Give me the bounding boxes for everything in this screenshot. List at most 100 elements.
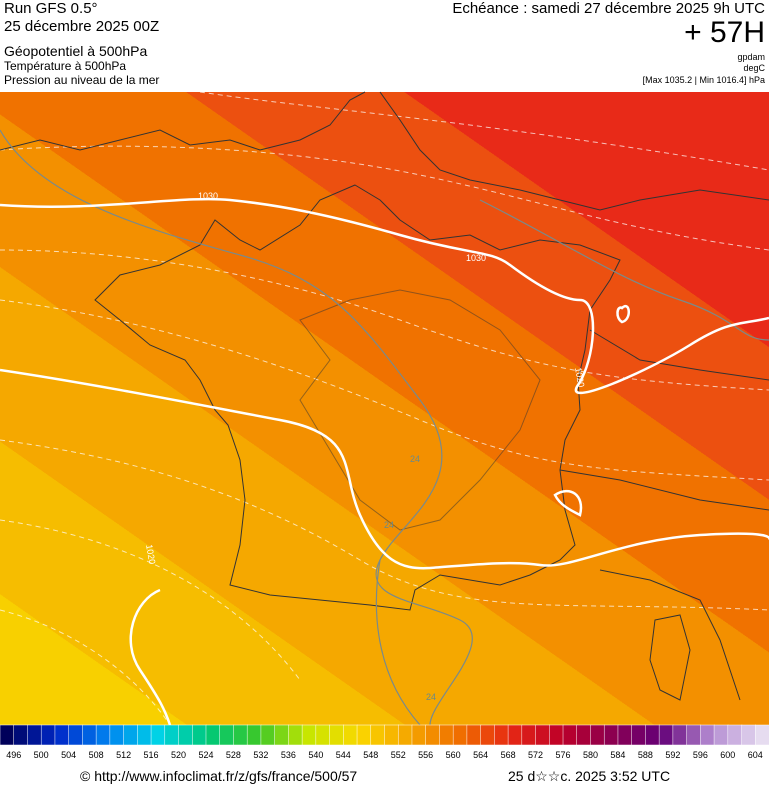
scale-label: 604 bbox=[748, 750, 763, 760]
scale-label: 500 bbox=[34, 750, 49, 760]
isobar-label: 1020 bbox=[573, 367, 586, 388]
color-swatch bbox=[700, 724, 715, 746]
isobar-label: 1030 bbox=[466, 253, 486, 263]
scale-label: 496 bbox=[6, 750, 21, 760]
unit-label: degC bbox=[743, 63, 765, 73]
color-swatch bbox=[713, 724, 729, 746]
color-swatch bbox=[466, 724, 482, 746]
color-swatch bbox=[137, 724, 152, 746]
color-swatch bbox=[549, 724, 564, 746]
color-swatch bbox=[411, 724, 427, 746]
color-swatch bbox=[370, 724, 386, 746]
color-swatch bbox=[480, 724, 496, 746]
scale-label: 544 bbox=[336, 750, 351, 760]
color-swatch bbox=[741, 724, 757, 746]
color-swatch bbox=[192, 724, 207, 746]
color-swatch bbox=[576, 724, 592, 746]
unit-label: gpdam bbox=[737, 52, 765, 62]
scale-label: 596 bbox=[693, 750, 708, 760]
color-swatch bbox=[727, 724, 743, 746]
color-swatch bbox=[343, 724, 358, 746]
color-swatch bbox=[13, 724, 29, 746]
color-swatch bbox=[562, 724, 578, 746]
color-swatch bbox=[645, 724, 660, 746]
color-swatch bbox=[494, 724, 509, 746]
coastlines-borders bbox=[0, 91, 769, 701]
temperature-isotherms bbox=[0, 129, 769, 726]
run-date: 25 décembre 2025 00Z bbox=[4, 18, 159, 35]
valid-time: Echéance : samedi 27 décembre 2025 9h UT… bbox=[452, 0, 765, 17]
color-swatch bbox=[40, 724, 56, 746]
scale-label: 592 bbox=[665, 750, 680, 760]
run-title: Run GFS 0.5° bbox=[4, 0, 98, 17]
color-swatch bbox=[219, 724, 235, 746]
scale-label: 600 bbox=[720, 750, 735, 760]
color-swatch bbox=[82, 724, 97, 746]
scale-label: 540 bbox=[308, 750, 323, 760]
color-swatch bbox=[617, 724, 633, 746]
scale-label: 516 bbox=[144, 750, 159, 760]
color-swatch bbox=[686, 724, 702, 746]
scale-label: 580 bbox=[583, 750, 598, 760]
color-swatch bbox=[260, 724, 276, 746]
color-swatch bbox=[109, 724, 125, 746]
isotherm-label: 24 bbox=[426, 692, 436, 702]
color-scale: 496 500 504 508 512 516 520 524 528 532 536 540 544 5… bbox=[0, 724, 769, 760]
scale-label: 588 bbox=[638, 750, 653, 760]
isotherm-label: 24 bbox=[410, 454, 420, 464]
color-swatch bbox=[150, 724, 166, 746]
scale-label: 536 bbox=[281, 750, 296, 760]
map: 1030 1030 1020 1020 24 24 24 bbox=[0, 91, 769, 726]
color-swatch bbox=[755, 724, 769, 746]
color-swatch bbox=[246, 724, 262, 746]
color-swatch bbox=[425, 724, 441, 746]
isobar-label: 1020 bbox=[144, 544, 157, 565]
pressure-range: [Max 1035.2 | Min 1016.4] hPa bbox=[643, 75, 765, 85]
color-swatch bbox=[507, 724, 523, 746]
color-swatch bbox=[164, 724, 180, 746]
isobar-labels: 1030 1030 1020 1020 bbox=[144, 191, 586, 565]
color-swatch bbox=[315, 724, 331, 746]
scale-label: 556 bbox=[418, 750, 433, 760]
color-swatch bbox=[356, 724, 372, 746]
color-swatch bbox=[95, 724, 111, 746]
scale-label: 528 bbox=[226, 750, 241, 760]
generated-time: 25 d☆☆c. 2025 3:52 UTC bbox=[508, 768, 670, 784]
color-swatch bbox=[590, 724, 605, 746]
scale-label: 532 bbox=[253, 750, 268, 760]
color-swatch bbox=[397, 724, 413, 746]
scale-label: 552 bbox=[391, 750, 406, 760]
color-swatch bbox=[123, 724, 139, 746]
isobar-label: 1030 bbox=[198, 191, 218, 201]
color-swatch bbox=[178, 724, 193, 746]
scale-label: 520 bbox=[171, 750, 186, 760]
color-swatch bbox=[0, 724, 15, 746]
scale-label: 508 bbox=[89, 750, 104, 760]
scale-label: 524 bbox=[198, 750, 213, 760]
source-url: © http://www.infoclimat.fr/z/gfs/france/… bbox=[80, 768, 357, 784]
lead-time: + 57H bbox=[684, 16, 765, 49]
isotherm-labels: 24 24 24 bbox=[384, 454, 436, 702]
scale-label: 512 bbox=[116, 750, 131, 760]
isotherm-label: 24 bbox=[384, 520, 394, 530]
color-swatch bbox=[329, 724, 345, 746]
scale-label: 572 bbox=[528, 750, 543, 760]
scale-label: 564 bbox=[473, 750, 488, 760]
color-swatch bbox=[658, 724, 674, 746]
temperature-field bbox=[0, 92, 769, 725]
scale-label: 504 bbox=[61, 750, 76, 760]
color-swatch bbox=[288, 724, 303, 746]
scale-label: 560 bbox=[446, 750, 461, 760]
color-swatch bbox=[452, 724, 468, 746]
color-swatch bbox=[27, 724, 42, 746]
color-swatch bbox=[384, 724, 399, 746]
scale-label: 584 bbox=[610, 750, 625, 760]
color-swatch bbox=[274, 724, 290, 746]
color-swatch bbox=[631, 724, 647, 746]
color-swatch bbox=[521, 724, 537, 746]
color-swatch bbox=[603, 724, 619, 746]
color-swatch bbox=[205, 724, 221, 746]
color-swatch bbox=[439, 724, 454, 746]
scale-label: 548 bbox=[363, 750, 378, 760]
